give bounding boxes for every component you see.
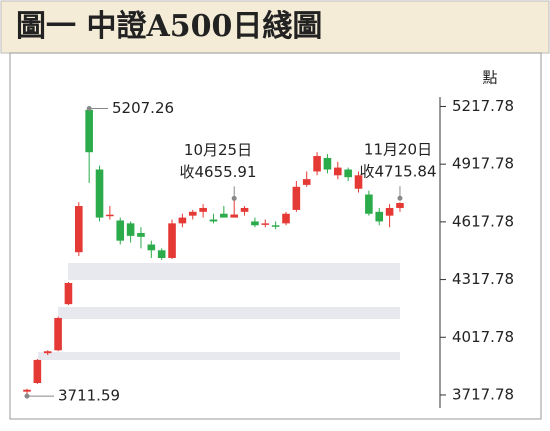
candle-body xyxy=(85,109,93,153)
candle-body xyxy=(33,359,42,383)
candle-body xyxy=(354,175,363,189)
candle-body xyxy=(116,220,125,241)
candle-body xyxy=(302,179,311,185)
y-axis-label: 點 xyxy=(482,69,497,87)
annotation: 收4655.91 xyxy=(179,163,256,181)
candle-body xyxy=(251,221,259,226)
candle-body xyxy=(240,207,249,212)
band xyxy=(58,307,400,319)
candle-body xyxy=(282,213,290,224)
annotation: 3711.59 xyxy=(58,387,120,405)
candle-body xyxy=(199,207,207,212)
candle-body xyxy=(209,219,218,222)
candle-body xyxy=(230,214,238,218)
candle-body xyxy=(23,389,31,392)
candle-body xyxy=(178,217,187,224)
candle-body xyxy=(334,167,342,176)
y-tick-label: 3717.78 xyxy=(452,385,514,403)
candle-body xyxy=(323,157,332,170)
candle-body xyxy=(64,282,73,305)
candle-body xyxy=(271,225,280,227)
chart-title: 圖一 中證A500日綫圖 xyxy=(16,9,322,44)
candle-body xyxy=(54,317,62,351)
candle-body xyxy=(365,194,373,214)
annotation: 11月20日 xyxy=(364,141,432,159)
annotation: 5207.26 xyxy=(112,99,174,117)
y-tick-label: 4917.78 xyxy=(452,155,514,173)
title-bar xyxy=(0,0,550,54)
candle-body xyxy=(220,213,228,218)
annotation: 收4715.84 xyxy=(359,163,436,181)
candle-body xyxy=(137,232,145,237)
candle-body xyxy=(396,203,404,208)
candle-body xyxy=(313,156,321,172)
annotation: 10月25日 xyxy=(184,141,252,159)
candle-body xyxy=(75,206,83,253)
candle-body xyxy=(168,223,176,258)
band xyxy=(68,263,400,280)
candle-body xyxy=(43,351,52,354)
candle-body xyxy=(106,214,114,217)
candle-body xyxy=(157,250,166,258)
band xyxy=(38,352,400,360)
y-tick-label: 5217.78 xyxy=(452,97,514,115)
y-tick-label: 4617.78 xyxy=(452,212,514,230)
y-tick-label: 4017.78 xyxy=(452,328,514,346)
candle-body xyxy=(385,207,394,216)
candle-body xyxy=(147,244,156,251)
candle-body xyxy=(188,211,197,216)
candle-body xyxy=(126,223,135,236)
candle-body xyxy=(292,186,301,210)
candle-body xyxy=(344,169,352,178)
candle-body xyxy=(95,169,104,218)
y-tick-label: 4317.78 xyxy=(452,270,514,288)
candle-body xyxy=(261,223,270,225)
candle-body xyxy=(375,211,384,222)
